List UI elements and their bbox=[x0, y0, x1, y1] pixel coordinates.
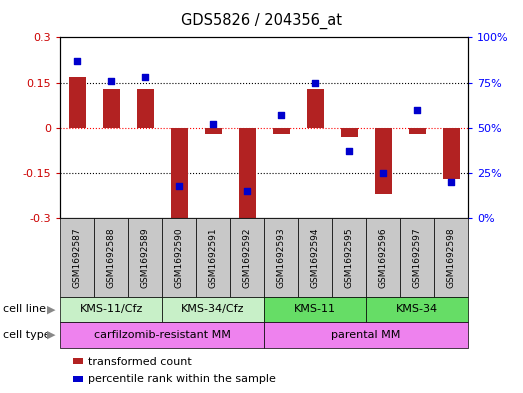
Text: KMS-34/Cfz: KMS-34/Cfz bbox=[181, 305, 245, 314]
Text: GSM1692589: GSM1692589 bbox=[141, 227, 150, 288]
Text: parental MM: parental MM bbox=[332, 330, 401, 340]
Text: KMS-34: KMS-34 bbox=[396, 305, 438, 314]
Text: cell type: cell type bbox=[3, 330, 50, 340]
Text: carfilzomib-resistant MM: carfilzomib-resistant MM bbox=[94, 330, 231, 340]
Text: transformed count: transformed count bbox=[88, 356, 191, 367]
Point bbox=[345, 148, 354, 154]
Text: GSM1692590: GSM1692590 bbox=[175, 227, 184, 288]
Point bbox=[413, 107, 422, 113]
Text: GSM1692592: GSM1692592 bbox=[243, 227, 252, 288]
Bar bbox=[137, 88, 154, 128]
Text: GSM1692593: GSM1692593 bbox=[277, 227, 286, 288]
Text: ▶: ▶ bbox=[47, 330, 55, 340]
Bar bbox=[340, 128, 358, 137]
Point bbox=[243, 188, 252, 194]
Point bbox=[141, 74, 150, 80]
Point bbox=[209, 121, 218, 127]
Point bbox=[73, 58, 82, 64]
Text: ▶: ▶ bbox=[47, 305, 55, 314]
Point bbox=[175, 182, 184, 189]
Bar bbox=[272, 128, 290, 134]
Text: KMS-11: KMS-11 bbox=[294, 305, 336, 314]
Bar bbox=[69, 77, 86, 128]
Text: GSM1692595: GSM1692595 bbox=[345, 227, 354, 288]
Text: KMS-11/Cfz: KMS-11/Cfz bbox=[79, 305, 143, 314]
Bar bbox=[306, 88, 324, 128]
Text: GSM1692591: GSM1692591 bbox=[209, 227, 218, 288]
Point bbox=[277, 112, 286, 118]
Text: GSM1692598: GSM1692598 bbox=[447, 227, 456, 288]
Point bbox=[107, 77, 116, 84]
Text: GDS5826 / 204356_at: GDS5826 / 204356_at bbox=[181, 13, 342, 29]
Text: GSM1692594: GSM1692594 bbox=[311, 227, 320, 288]
Point bbox=[447, 179, 456, 185]
Text: GSM1692597: GSM1692597 bbox=[413, 227, 422, 288]
Bar bbox=[442, 128, 460, 179]
Text: GSM1692587: GSM1692587 bbox=[73, 227, 82, 288]
Bar bbox=[408, 128, 426, 134]
Bar bbox=[170, 128, 188, 218]
Text: GSM1692588: GSM1692588 bbox=[107, 227, 116, 288]
Point bbox=[379, 170, 388, 176]
Text: percentile rank within the sample: percentile rank within the sample bbox=[88, 374, 276, 384]
Text: cell line: cell line bbox=[3, 305, 46, 314]
Bar bbox=[374, 128, 392, 194]
Bar bbox=[103, 88, 120, 128]
Bar bbox=[238, 128, 256, 218]
Point bbox=[311, 79, 320, 86]
Bar bbox=[204, 128, 222, 134]
Text: GSM1692596: GSM1692596 bbox=[379, 227, 388, 288]
